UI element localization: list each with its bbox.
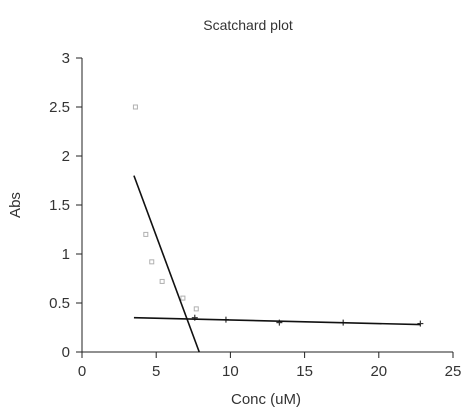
data-point-square	[143, 231, 149, 237]
y-tick-label: 0.5	[49, 295, 70, 312]
data-point-square	[193, 306, 199, 312]
x-tick-label: 5	[152, 363, 160, 380]
data-point-plus	[417, 320, 424, 327]
plot-area: 0 5 10 15 20 25 0 0.5 1 1.5 2 2.5 3	[49, 50, 461, 380]
y-axis-title: Abs	[7, 192, 24, 218]
chart-title: Scatchard plot	[203, 17, 293, 33]
y-tick-label: 1.5	[49, 197, 70, 214]
data-point-square	[149, 259, 155, 265]
x-tick-label: 15	[296, 363, 313, 380]
data-point-square	[159, 278, 165, 284]
y-tick-label: 1	[62, 246, 70, 263]
fit-line-4	[133, 316, 421, 326]
y-tick-label: 2.5	[49, 99, 70, 116]
y-tick-label: 3	[62, 50, 70, 67]
y-tick-label: 0	[62, 344, 70, 361]
x-tick-label: 0	[78, 363, 86, 380]
x-tick-label: 25	[445, 363, 462, 380]
x-axis-title: Conc (uM)	[231, 391, 301, 408]
x-tick-label: 10	[222, 363, 239, 380]
fit-line-3	[133, 175, 200, 353]
data-point-square	[180, 295, 186, 301]
data-point-square	[132, 104, 138, 110]
y-tick-label: 2	[62, 148, 70, 165]
x-tick-label: 20	[370, 363, 387, 380]
